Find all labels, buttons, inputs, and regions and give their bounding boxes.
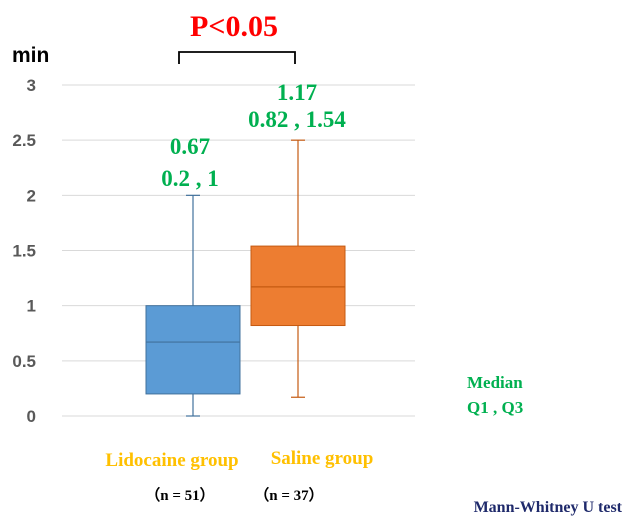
y-tick-label: 1 [27,297,36,316]
significance-bracket: P<0.05 [178,10,296,64]
saline-n-label: （n = 37） [254,486,323,504]
saline-group-label: Saline group [271,448,374,469]
bracket-line [178,51,296,64]
y-tick-label: 2.5 [12,131,36,150]
y-tick-label: 1.5 [12,242,36,261]
y-axis-label: min [12,44,49,67]
y-tick-label: 0.5 [12,352,36,371]
lidocaine-group-label: Lidocaine group [105,450,238,471]
saline-quartile-label: 0.82 , 1.54 [248,107,346,132]
y-tick-label: 0 [27,407,36,426]
lidocaine-median-label: 0.67 [170,134,210,159]
y-axis-ticks: 0 0.5 1 1.5 2 2.5 3 [12,76,36,426]
test-name-label: Mann-Whitney U test [474,499,623,516]
box-group [145,194,241,417]
legend-median: Median [467,373,523,392]
y-tick-label: 2 [27,186,36,205]
p-value-label: P<0.05 [190,10,278,43]
boxes [145,139,346,417]
lidocaine-quartile-label: 0.2 , 1 [161,166,219,191]
lidocaine-n-label: （n = 51） [145,486,214,504]
y-tick-label: 3 [27,76,36,95]
legend-quartiles: Q1 , Q3 [467,398,523,417]
saline-median-label: 1.17 [277,80,317,105]
box-group [250,139,346,398]
iqr-box [250,245,346,327]
iqr-box [145,305,241,395]
